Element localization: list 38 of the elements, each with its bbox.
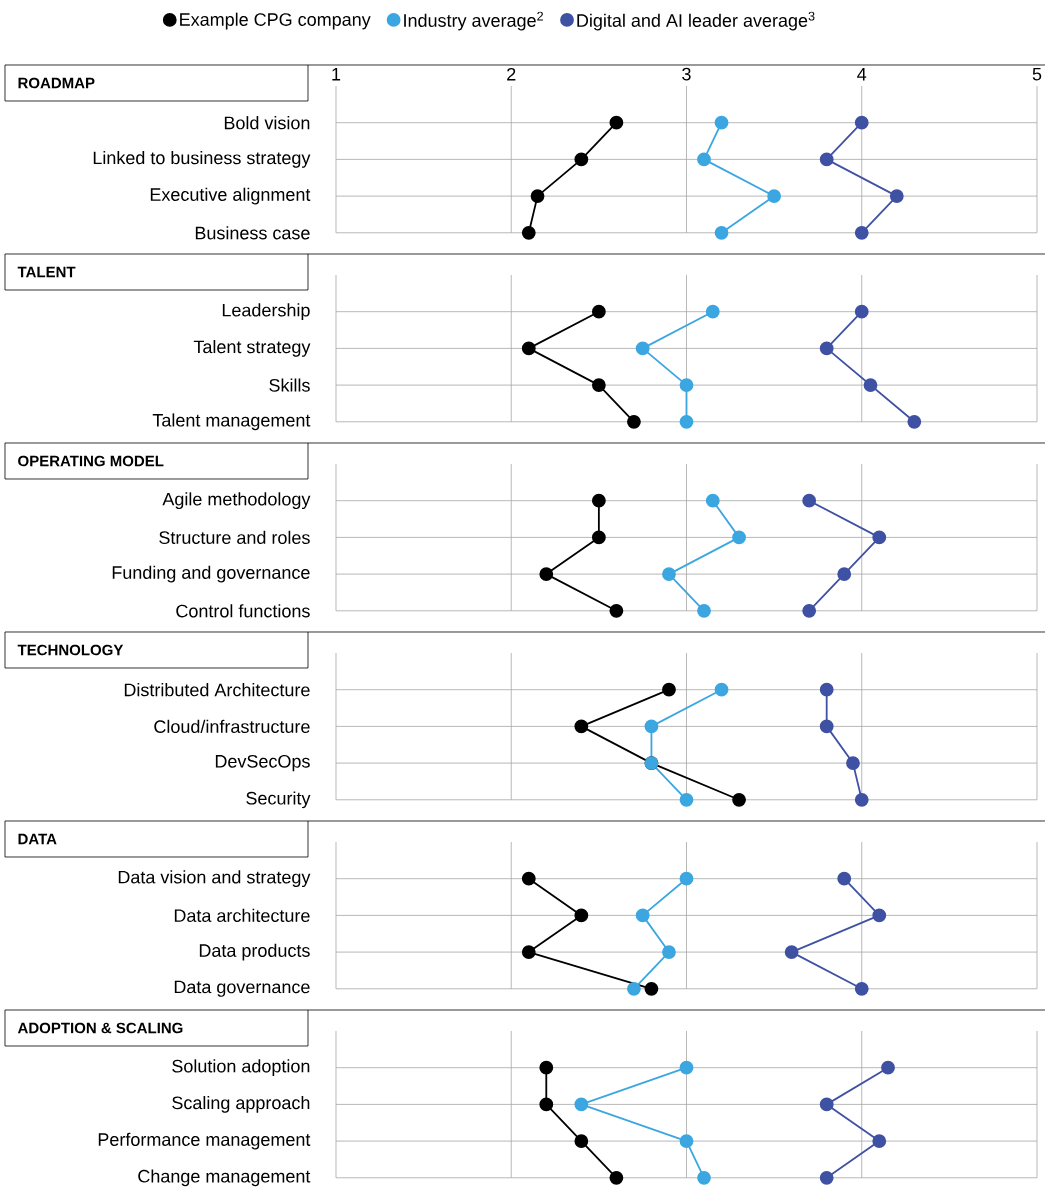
y-tick-label: Skills: [269, 378, 310, 392]
y-tick-label: Scaling approach: [172, 1096, 310, 1113]
text: ADOPTION & SCALING: [17, 1022, 183, 1034]
text: OPERATING MODEL: [18, 455, 164, 467]
x-tick-label: 5: [1032, 67, 1042, 81]
y-tick-label: Talent management: [152, 413, 311, 431]
y-tick-label: Bold vision: [224, 116, 310, 130]
y-tick-label: Data products: [199, 943, 310, 961]
text: ROADMAP: [18, 77, 95, 89]
text: TECHNOLOGY: [17, 644, 124, 656]
x-tick-label: 4: [857, 68, 867, 81]
y-tick-label: Control functions: [176, 604, 310, 618]
legend-label: Digital and AI leader average$^{3}$: [577, 11, 815, 31]
y-tick-label: Executive alignment: [150, 187, 311, 205]
y-tick-label: Leadership: [222, 303, 310, 321]
x-tick-label: 2: [507, 67, 516, 81]
y-tick-label: Linked to business strategy: [93, 151, 311, 168]
y-tick-label: Distributed Architecture: [124, 683, 310, 697]
y-tick-label: Data governance: [174, 980, 310, 997]
y-tick-label: Agile methodology: [162, 492, 311, 510]
y-tick-label: Business case: [195, 226, 310, 240]
y-tick-label: Security: [246, 791, 311, 809]
text: DATA: [18, 833, 57, 845]
x-tick-label: 3: [682, 67, 691, 81]
y-tick-label: DevSecOps: [215, 754, 310, 772]
y-tick-label: Performance management: [98, 1132, 311, 1150]
y-tick-label: Cloud/infrastructure: [154, 719, 310, 733]
y-tick-label: Solution adoption: [172, 1059, 310, 1077]
y-tick-label: Talent strategy: [193, 340, 311, 357]
y-tick-label: Data architecture: [174, 908, 310, 922]
legend-label: Example CPG company: [180, 12, 371, 30]
legend-label: Industry average$^{2}$: [404, 11, 543, 31]
text: TALENT: [17, 266, 76, 278]
y-tick-label: Data vision and strategy: [118, 870, 311, 888]
x-tick-label: 1: [332, 68, 341, 81]
y-tick-label: Structure and roles: [159, 530, 310, 544]
y-tick-label: Change management: [138, 1169, 311, 1187]
y-tick-label: Funding and governance: [112, 565, 310, 583]
